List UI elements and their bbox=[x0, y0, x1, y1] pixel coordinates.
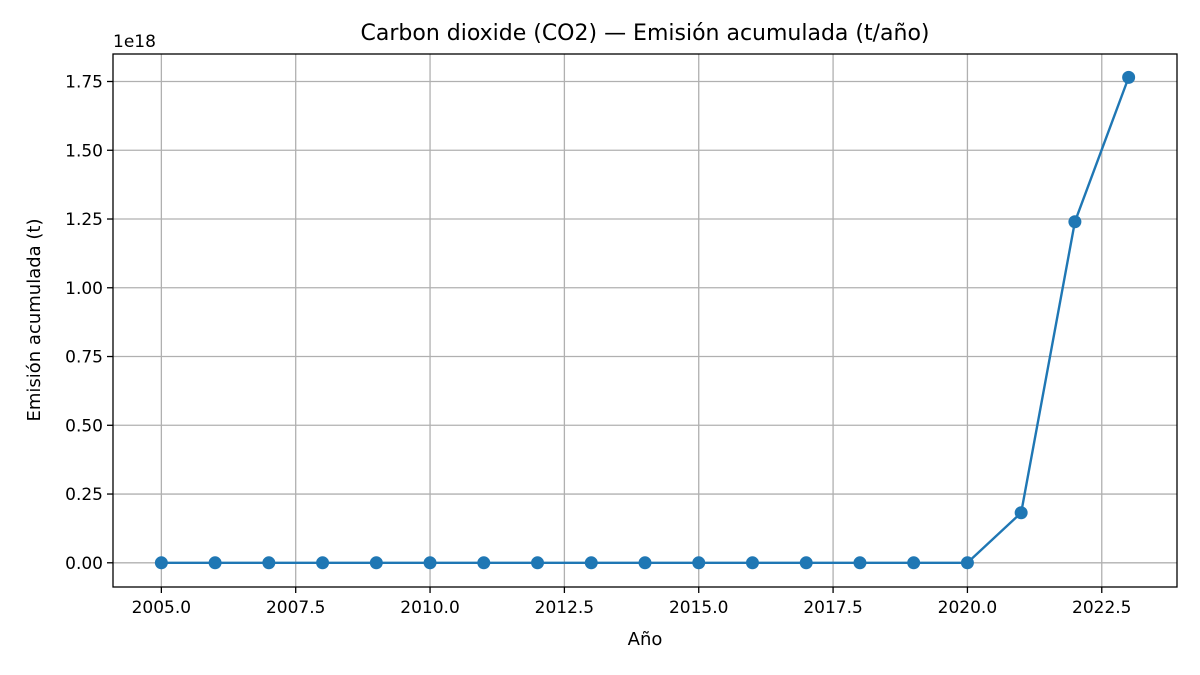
y-tick-label: 0.25 bbox=[65, 485, 103, 505]
y-tick-label: 1.25 bbox=[65, 210, 103, 230]
x-tick-label: 2010.0 bbox=[400, 598, 459, 618]
y-tick-label: 0.50 bbox=[65, 416, 103, 436]
x-tick-label: 2005.0 bbox=[132, 598, 191, 618]
y-tick-label: 1.50 bbox=[65, 141, 103, 161]
y-axis-offset-label: 1e18 bbox=[113, 32, 156, 52]
data-point bbox=[477, 556, 491, 570]
grid bbox=[113, 54, 1177, 587]
data-point bbox=[1068, 215, 1082, 229]
y-tick-label: 1.00 bbox=[65, 279, 103, 299]
data-point bbox=[316, 556, 330, 570]
x-tick-label: 2015.0 bbox=[669, 598, 728, 618]
x-tick-label: 2012.5 bbox=[535, 598, 594, 618]
data-point bbox=[799, 556, 813, 570]
data-point bbox=[1014, 506, 1028, 520]
x-tick-label: 2020.0 bbox=[938, 598, 997, 618]
ticks: 2005.0 2007.5 2010.0 2012.5 2015.0 2017.5 2020… bbox=[65, 73, 1131, 618]
x-tick-label: 2017.5 bbox=[803, 598, 862, 618]
data-point bbox=[853, 556, 867, 570]
y-axis-label: Emisión acumulada (t) bbox=[24, 218, 45, 421]
x-tick-label: 2022.5 bbox=[1072, 598, 1131, 618]
data-point bbox=[584, 556, 598, 570]
y-tick-label: 0.75 bbox=[65, 348, 103, 368]
data-point bbox=[208, 556, 222, 570]
data-point bbox=[1122, 70, 1136, 84]
data-point bbox=[531, 556, 545, 570]
x-axis-label: Año bbox=[628, 629, 663, 650]
chart-title: Carbon dioxide (CO2) — Emisión acumulada… bbox=[361, 21, 930, 46]
data-point bbox=[369, 556, 383, 570]
data-point bbox=[262, 556, 276, 570]
data-point bbox=[745, 556, 759, 570]
data-point bbox=[692, 556, 706, 570]
data-point bbox=[154, 556, 168, 570]
y-tick-label: 1.75 bbox=[65, 73, 103, 93]
x-tick-label: 2007.5 bbox=[266, 598, 325, 618]
y-tick-label: 0.00 bbox=[65, 554, 103, 574]
data-point bbox=[907, 556, 921, 570]
plot-frame bbox=[112, 53, 1178, 588]
data-point bbox=[423, 556, 437, 570]
data-point bbox=[960, 556, 974, 570]
data-point bbox=[638, 556, 652, 570]
series-layer bbox=[154, 70, 1136, 570]
